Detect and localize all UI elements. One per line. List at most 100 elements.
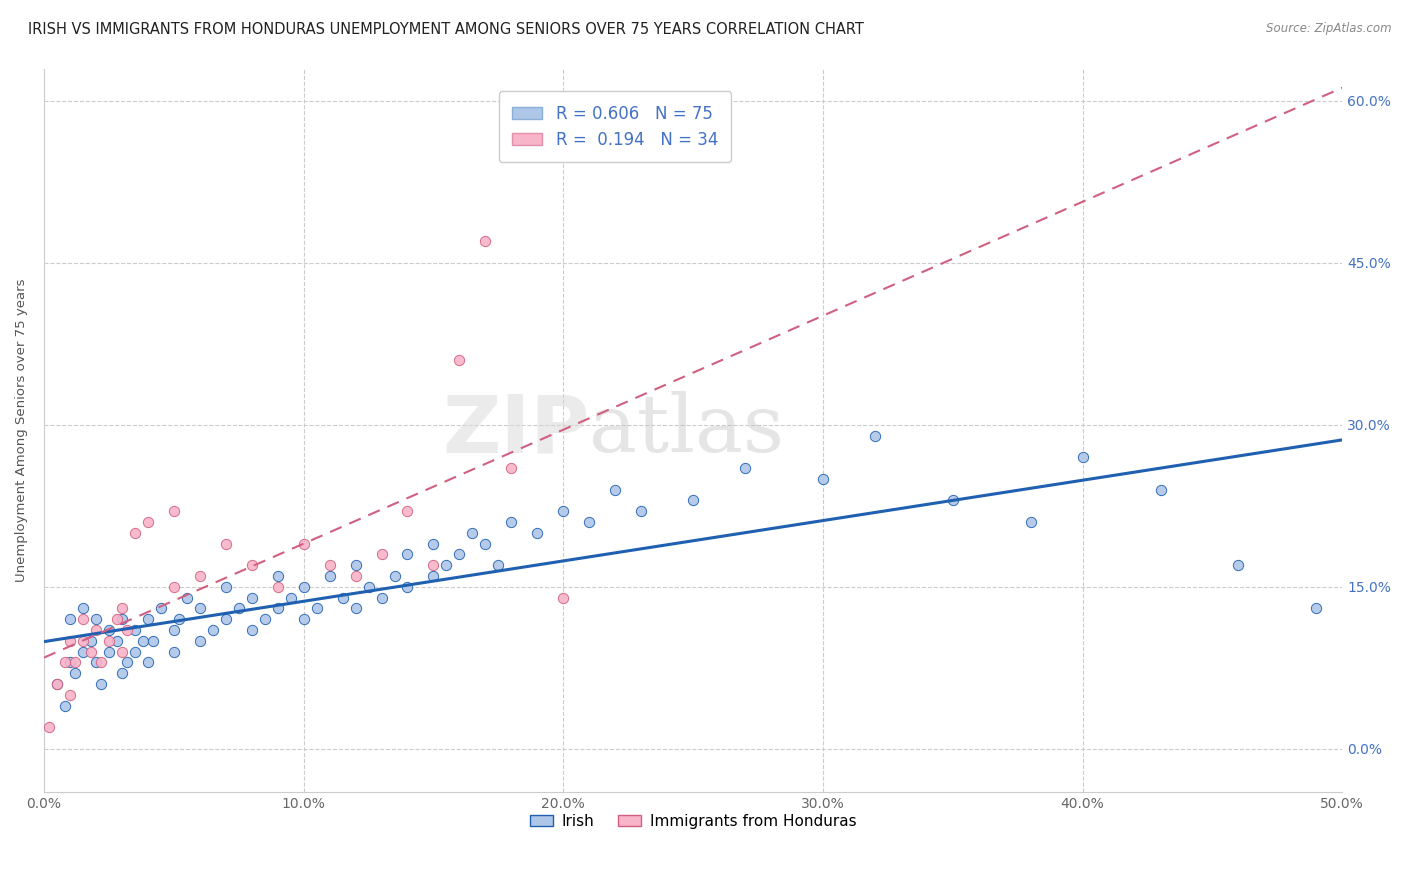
Text: ZIP: ZIP <box>441 392 589 469</box>
Point <box>449 548 471 562</box>
Point <box>84 612 107 626</box>
Point <box>59 633 82 648</box>
Text: atlas: atlas <box>589 392 785 469</box>
Point <box>111 644 134 658</box>
Point <box>131 633 153 648</box>
Point <box>163 504 186 518</box>
Point <box>188 569 211 583</box>
Point <box>630 504 652 518</box>
Point <box>266 569 288 583</box>
Point <box>149 601 172 615</box>
Point <box>90 656 112 670</box>
Point <box>292 580 315 594</box>
Point <box>163 644 186 658</box>
Point <box>46 677 69 691</box>
Point <box>111 666 134 681</box>
Point <box>111 612 134 626</box>
Point <box>605 483 627 497</box>
Point <box>370 591 392 605</box>
Point <box>292 612 315 626</box>
Point <box>240 558 263 573</box>
Point <box>318 569 340 583</box>
Point <box>280 591 302 605</box>
Point <box>188 601 211 615</box>
Point <box>105 633 128 648</box>
Point <box>253 612 276 626</box>
Point <box>553 591 575 605</box>
Point <box>80 633 103 648</box>
Point <box>449 353 471 368</box>
Point <box>811 472 834 486</box>
Point <box>84 656 107 670</box>
Point <box>72 633 94 648</box>
Point <box>53 656 76 670</box>
Point <box>1305 601 1327 615</box>
Point <box>163 623 186 637</box>
Point <box>266 580 288 594</box>
Point <box>97 644 120 658</box>
Point <box>396 548 419 562</box>
Point <box>344 558 367 573</box>
Point <box>63 666 86 681</box>
Point <box>344 601 367 615</box>
Text: Source: ZipAtlas.com: Source: ZipAtlas.com <box>1267 22 1392 36</box>
Point <box>240 591 263 605</box>
Point <box>142 633 165 648</box>
Point <box>97 633 120 648</box>
Point <box>370 548 392 562</box>
Point <box>72 644 94 658</box>
Point <box>111 601 134 615</box>
Point <box>682 493 704 508</box>
Point <box>332 591 354 605</box>
Point <box>357 580 380 594</box>
Point <box>115 656 138 670</box>
Point <box>124 644 146 658</box>
Point <box>201 623 224 637</box>
Point <box>124 525 146 540</box>
Point <box>396 504 419 518</box>
Point <box>163 580 186 594</box>
Point <box>38 720 60 734</box>
Point <box>59 612 82 626</box>
Point <box>578 515 600 529</box>
Point <box>292 536 315 550</box>
Point <box>90 677 112 691</box>
Point <box>1071 450 1094 465</box>
Point <box>344 569 367 583</box>
Point <box>422 569 444 583</box>
Point <box>136 612 159 626</box>
Point <box>240 623 263 637</box>
Point <box>97 623 120 637</box>
Point <box>1227 558 1250 573</box>
Y-axis label: Unemployment Among Seniors over 75 years: Unemployment Among Seniors over 75 years <box>15 278 28 582</box>
Point <box>266 601 288 615</box>
Point <box>553 504 575 518</box>
Point <box>384 569 406 583</box>
Point <box>422 558 444 573</box>
Point <box>228 601 250 615</box>
Point <box>105 612 128 626</box>
Point <box>436 558 458 573</box>
Point <box>305 601 328 615</box>
Point <box>46 677 69 691</box>
Point <box>863 428 886 442</box>
Point <box>167 612 190 626</box>
Point <box>72 612 94 626</box>
Point <box>72 601 94 615</box>
Point <box>396 580 419 594</box>
Point <box>215 580 238 594</box>
Point <box>53 698 76 713</box>
Point <box>84 623 107 637</box>
Point <box>59 656 82 670</box>
Point <box>474 234 496 248</box>
Point <box>1149 483 1171 497</box>
Point <box>422 536 444 550</box>
Point <box>215 612 238 626</box>
Point <box>124 623 146 637</box>
Point <box>942 493 965 508</box>
Point <box>80 644 103 658</box>
Point <box>136 515 159 529</box>
Point <box>734 461 756 475</box>
Point <box>318 558 340 573</box>
Legend: Irish, Immigrants from Honduras: Irish, Immigrants from Honduras <box>524 808 862 835</box>
